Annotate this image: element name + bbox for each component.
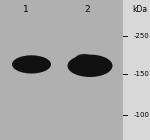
Text: kDa: kDa — [132, 5, 147, 14]
Ellipse shape — [75, 54, 93, 64]
Ellipse shape — [68, 55, 112, 77]
Bar — [123, 0, 150, 140]
Bar — [0, 0, 123, 140]
Text: -100: -100 — [134, 112, 150, 118]
Text: -150: -150 — [134, 71, 149, 77]
Ellipse shape — [12, 55, 51, 74]
Text: -250: -250 — [134, 33, 149, 39]
Text: 1: 1 — [23, 5, 28, 14]
Text: 2: 2 — [84, 5, 90, 14]
